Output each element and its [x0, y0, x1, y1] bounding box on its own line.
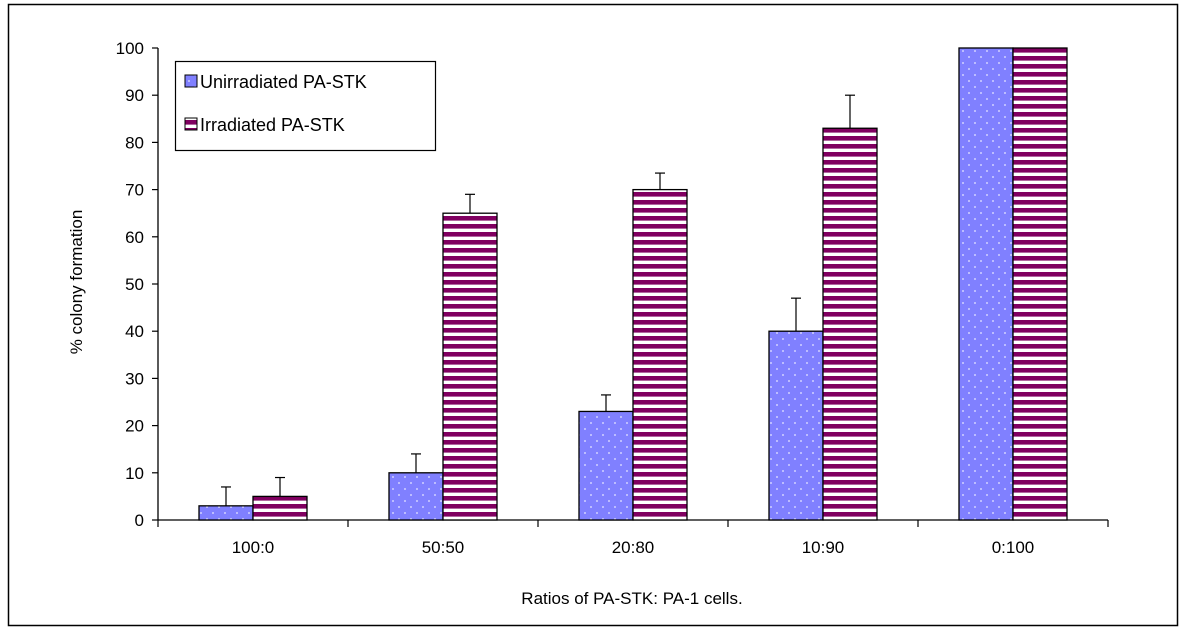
bar-irradiated: [252, 495, 308, 521]
bar-irradiated: [822, 127, 878, 521]
bar-irradiated: [442, 212, 498, 521]
bar-unirradiated: [958, 47, 1014, 521]
y-tick-label: 70: [125, 181, 144, 200]
x-tick-label: 0:100: [992, 538, 1035, 557]
legend-box: [174, 60, 437, 152]
x-tick-label: 20:80: [612, 538, 655, 557]
y-tick-label: 0: [135, 511, 144, 530]
legend-label-irradiated: Irradiated PA-STK: [200, 115, 345, 135]
legend-swatch-unirradiated: [184, 74, 198, 88]
y-axis-title: % colony formation: [67, 210, 86, 355]
y-tick-label: 100: [116, 39, 144, 58]
y-tick-label: 90: [125, 86, 144, 105]
bar-unirradiated: [198, 505, 254, 521]
x-tick-label: 50:50: [422, 538, 465, 557]
y-tick-label: 80: [125, 133, 144, 152]
bar-unirradiated: [768, 330, 824, 521]
x-tick-label: 100:0: [232, 538, 275, 557]
y-tick-label: 40: [125, 322, 144, 341]
x-axis-title: Ratios of PA-STK: PA-1 cells.: [521, 589, 742, 608]
bar-irradiated: [1012, 47, 1068, 521]
x-tick-label: 10:90: [802, 538, 845, 557]
bar-irradiated: [632, 188, 688, 521]
legend-label-unirradiated: Unirradiated PA-STK: [200, 72, 367, 92]
legend: Unirradiated PA-STK Irradiated PA-STK: [174, 60, 437, 152]
y-tick-label: 20: [125, 417, 144, 436]
y-tick-label: 10: [125, 464, 144, 483]
bar-unirradiated: [578, 410, 634, 521]
y-tick-label: 50: [125, 275, 144, 294]
bar-unirradiated: [388, 472, 444, 521]
y-tick-label: 60: [125, 228, 144, 247]
legend-swatch-irradiated: [184, 117, 198, 131]
y-tick-label: 30: [125, 369, 144, 388]
